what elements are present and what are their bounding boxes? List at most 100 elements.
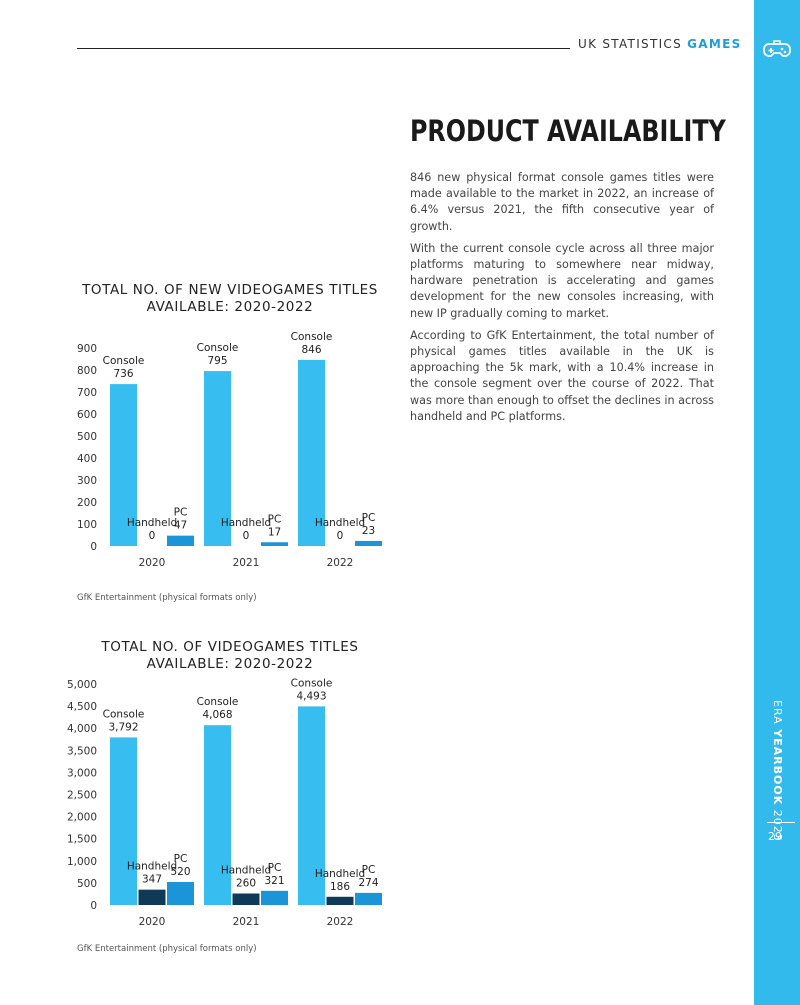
chart1-title-line1: TOTAL NO. OF NEW VIDEOGAMES TITLES (82, 282, 378, 298)
y-tick-label: 900 (77, 343, 97, 355)
bar-console (298, 706, 325, 905)
data-label-value: 17 (268, 526, 281, 538)
x-tick-label: 2022 (327, 557, 354, 569)
y-tick-label: 300 (77, 475, 97, 487)
y-tick-label: 700 (77, 387, 97, 399)
bar-console (204, 371, 231, 546)
x-tick-label: 2022 (327, 916, 354, 928)
data-label-value: 736 (113, 368, 133, 380)
data-label-value: 520 (170, 866, 190, 878)
data-label-value: 347 (142, 874, 162, 886)
data-label-series: Handheld (127, 861, 177, 873)
data-label-series: Console (291, 677, 333, 689)
bar-pc (167, 882, 194, 905)
data-label-value: 321 (264, 875, 284, 887)
chart1-title: TOTAL NO. OF NEW VIDEOGAMES TITLES AVAIL… (80, 282, 380, 316)
y-tick-label: 600 (77, 409, 97, 421)
yearbook-label: ERA YEARBOOK 2023 (770, 700, 784, 842)
x-tick-label: 2021 (233, 557, 260, 569)
data-label-series: PC (174, 507, 188, 519)
data-label-series: Handheld (221, 517, 271, 529)
y-tick-label: 500 (77, 878, 97, 890)
data-label-series: Handheld (315, 868, 365, 880)
bar-console (110, 737, 137, 905)
header-section-label: UK STATISTICS (578, 37, 683, 51)
y-tick-label: 4,000 (67, 723, 97, 735)
data-label-series: Console (197, 342, 239, 354)
data-label-series: PC (174, 853, 188, 865)
article-title: PRODUCT AVAILABILITY (410, 114, 726, 148)
bar-pc (261, 890, 288, 905)
y-tick-label: 2,500 (67, 790, 97, 802)
y-tick-label: 1,000 (67, 856, 97, 868)
article-paragraph: According to GfK Entertainment, the tota… (410, 328, 714, 423)
brand-light: ERA (771, 700, 784, 725)
data-label-series: PC (268, 513, 282, 525)
y-tick-label: 3,500 (67, 745, 97, 757)
x-tick-label: 2021 (233, 916, 260, 928)
header-section-title: UK STATISTICS GAMES (578, 37, 742, 51)
data-label-series: PC (362, 864, 376, 876)
data-label-series: Handheld (221, 865, 271, 877)
bar-pc (355, 540, 382, 546)
chart1-title-line2: AVAILABLE: 2020-2022 (146, 299, 314, 315)
data-label-series: Console (103, 708, 145, 720)
y-tick-label: 0 (90, 900, 97, 912)
chart1-source: GfK Entertainment (physical formats only… (77, 593, 257, 603)
y-tick-label: 200 (77, 497, 97, 509)
data-label-value: 23 (362, 525, 375, 537)
bar-console (110, 384, 137, 546)
chart1-bar-chart: 0100200300400500600700800900Console736Ha… (77, 331, 382, 569)
chart2-title-line2: AVAILABLE: 2020-2022 (146, 656, 314, 672)
data-label-value: 795 (207, 355, 227, 367)
x-tick-label: 2020 (139, 916, 166, 928)
brand-bold: YEARBOOK (771, 729, 784, 806)
data-label-series: PC (362, 512, 376, 524)
y-tick-label: 1,500 (67, 834, 97, 846)
chart2-bar-chart: 0 500 1,000 1,500 2,000 2,500 3,000 3,500 4,000 4… (67, 677, 382, 928)
bar-pc (261, 542, 288, 546)
y-tick-label: 100 (77, 519, 97, 531)
chart2-title-line1: TOTAL NO. OF VIDEOGAMES TITLES (101, 639, 359, 655)
data-label-value: 260 (236, 878, 256, 890)
bar-pc (355, 892, 382, 905)
bar-console (204, 725, 231, 905)
data-label-value: 4,493 (296, 690, 326, 702)
data-label-value: 3,792 (108, 721, 138, 733)
y-tick-label: 0 (90, 541, 97, 553)
page-number: 29 (768, 830, 782, 843)
brand-year: 2023 (771, 809, 784, 842)
gamepad-icon (763, 40, 791, 57)
chart2-title: TOTAL NO. OF VIDEOGAMES TITLES AVAILABLE… (80, 639, 380, 673)
y-tick-label: 400 (77, 453, 97, 465)
data-label-series: Console (103, 355, 145, 367)
x-tick-label: 2020 (139, 557, 166, 569)
y-tick-label: 800 (77, 365, 97, 377)
header-section-accent: GAMES (687, 37, 742, 51)
y-tick-label: 3,000 (67, 767, 97, 779)
sidebar: ERA YEARBOOK 2023 29 (754, 0, 800, 1005)
data-label-value: 274 (358, 877, 378, 889)
data-label-value: 0 (243, 530, 250, 542)
data-label-series: Handheld (315, 517, 365, 529)
y-tick-label: 500 (77, 431, 97, 443)
bar-handheld (232, 893, 260, 905)
data-label-value: 4,068 (202, 709, 232, 721)
article-paragraph: 846 new physical format console games ti… (410, 171, 714, 233)
data-label-series: PC (268, 862, 282, 874)
data-label-series: Console (197, 696, 239, 708)
article-paragraph: With the current console cycle across al… (410, 241, 714, 320)
sidebar-rule (767, 822, 795, 823)
data-label-value: 47 (174, 520, 187, 532)
bar-handheld (326, 896, 354, 905)
data-label-value: 0 (149, 530, 156, 542)
article-body: 846 new physical format console games ti… (410, 170, 714, 431)
chart2-source: GfK Entertainment (physical formats only… (77, 944, 257, 954)
y-tick-label: 5,000 (67, 679, 97, 691)
header-rule (77, 48, 570, 49)
bar-console (298, 359, 325, 546)
data-label-value: 846 (301, 344, 321, 356)
data-label-series: Console (291, 331, 333, 343)
data-label-value: 186 (330, 881, 350, 893)
y-tick-label: 4,500 (67, 701, 97, 713)
